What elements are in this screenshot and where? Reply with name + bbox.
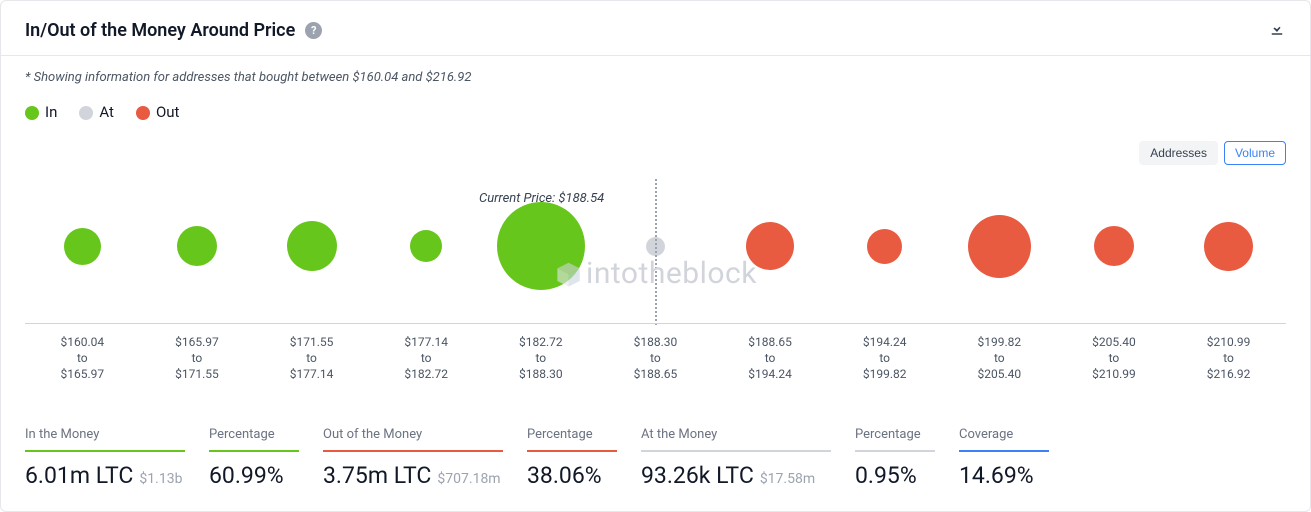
axis-label: $188.65to$194.24 [713,334,828,383]
legend-label-at: At [99,103,114,121]
legend-label-out: Out [156,103,180,121]
axis-label: $160.04to$165.97 [25,334,140,383]
toggle-addresses-button[interactable]: Addresses [1139,141,1218,165]
x-axis: $160.04to$165.97$165.97to$171.55$171.55t… [25,323,1286,381]
bubble-cell[interactable] [827,171,942,321]
view-toggle: Addresses Volume [1139,141,1286,165]
swatch-in [25,106,39,120]
bubble-cell[interactable] [25,171,140,321]
legend-item-out: Out [136,103,180,121]
bubble-cell[interactable] [1057,171,1172,321]
bubble[interactable] [746,222,794,270]
swatch-out [136,106,150,120]
bubble-cell[interactable] [1171,171,1286,321]
axis-label: $188.30to$188.65 [598,334,713,383]
stat-label: At the Money [641,427,831,452]
download-icon[interactable] [1268,19,1286,41]
axis-label: $194.24to$199.82 [827,334,942,383]
stat-block: In the Money 6.01m LTC$1.13b [25,427,185,489]
toggle-volume-button[interactable]: Volume [1224,141,1286,165]
axis-label: $165.97to$171.55 [140,334,255,383]
legend-item-in: In [25,103,57,121]
bubble[interactable] [177,226,217,266]
stat-value: 3.75m LTC$707.18m [323,462,503,489]
bubble-track [25,171,1286,321]
stat-block: Coverage 14.69% [959,427,1049,489]
bubble[interactable] [64,228,101,265]
price-divider [655,179,657,325]
bubble-cell[interactable] [254,171,369,321]
help-icon[interactable]: ? [305,22,322,39]
bubble-cell[interactable] [942,171,1057,321]
stat-value: 60.99% [209,462,299,489]
stat-subvalue: $707.18m [437,471,500,487]
stat-label: Percentage [527,427,617,452]
bubble[interactable] [867,229,902,264]
axis-label: $199.82to$205.40 [942,334,1057,383]
legend: In At Out [1,85,1310,121]
stat-label: In the Money [25,427,185,452]
legend-label-in: In [45,103,57,121]
axis-label: $182.72to$188.30 [483,334,598,383]
axis-label: $210.99to$216.92 [1171,334,1286,383]
stat-label: Percentage [855,427,935,452]
stats-row: In the Money 6.01m LTC$1.13b Percentage 60.… [25,427,1286,489]
stat-subvalue: $17.58m [760,471,815,487]
bubble-cell[interactable] [713,171,828,321]
card-title: In/Out of the Money Around Price [25,20,295,41]
stat-label: Coverage [959,427,1049,452]
bubble-cell[interactable] [369,171,484,321]
stat-block: Percentage 38.06% [527,427,617,489]
title-wrap: In/Out of the Money Around Price ? [25,20,322,41]
stat-value: 93.26k LTC$17.58m [641,462,831,489]
axis-label: $205.40to$210.99 [1057,334,1172,383]
bubble[interactable] [968,215,1031,278]
bubble[interactable] [287,221,337,271]
stat-label: Percentage [209,427,299,452]
bubble[interactable] [497,202,585,290]
subtitle: * Showing information for addresses that… [1,56,1310,85]
legend-item-at: At [79,103,114,121]
stat-label: Out of the Money [323,427,503,452]
stat-value: 6.01m LTC$1.13b [25,462,185,489]
bubble[interactable] [1204,222,1253,271]
axis-label: $177.14to$182.72 [369,334,484,383]
swatch-at [79,106,93,120]
stat-block: Out of the Money 3.75m LTC$707.18m [323,427,503,489]
bubble-cell[interactable] [140,171,255,321]
stat-value: 14.69% [959,462,1049,489]
bubble-chart [25,171,1286,321]
iomap-card: In/Out of the Money Around Price ? * Sho… [0,0,1311,512]
bubble-cell[interactable] [483,171,598,321]
stat-value: 38.06% [527,462,617,489]
axis-label: $171.55to$177.14 [254,334,369,383]
stat-block: At the Money 93.26k LTC$17.58m [641,427,831,489]
stat-subvalue: $1.13b [139,471,182,487]
stat-block: Percentage 0.95% [855,427,935,489]
bubble[interactable] [1094,226,1134,266]
stat-block: Percentage 60.99% [209,427,299,489]
card-header: In/Out of the Money Around Price ? [1,1,1310,56]
bubble[interactable] [410,230,442,262]
stat-value: 0.95% [855,462,935,489]
